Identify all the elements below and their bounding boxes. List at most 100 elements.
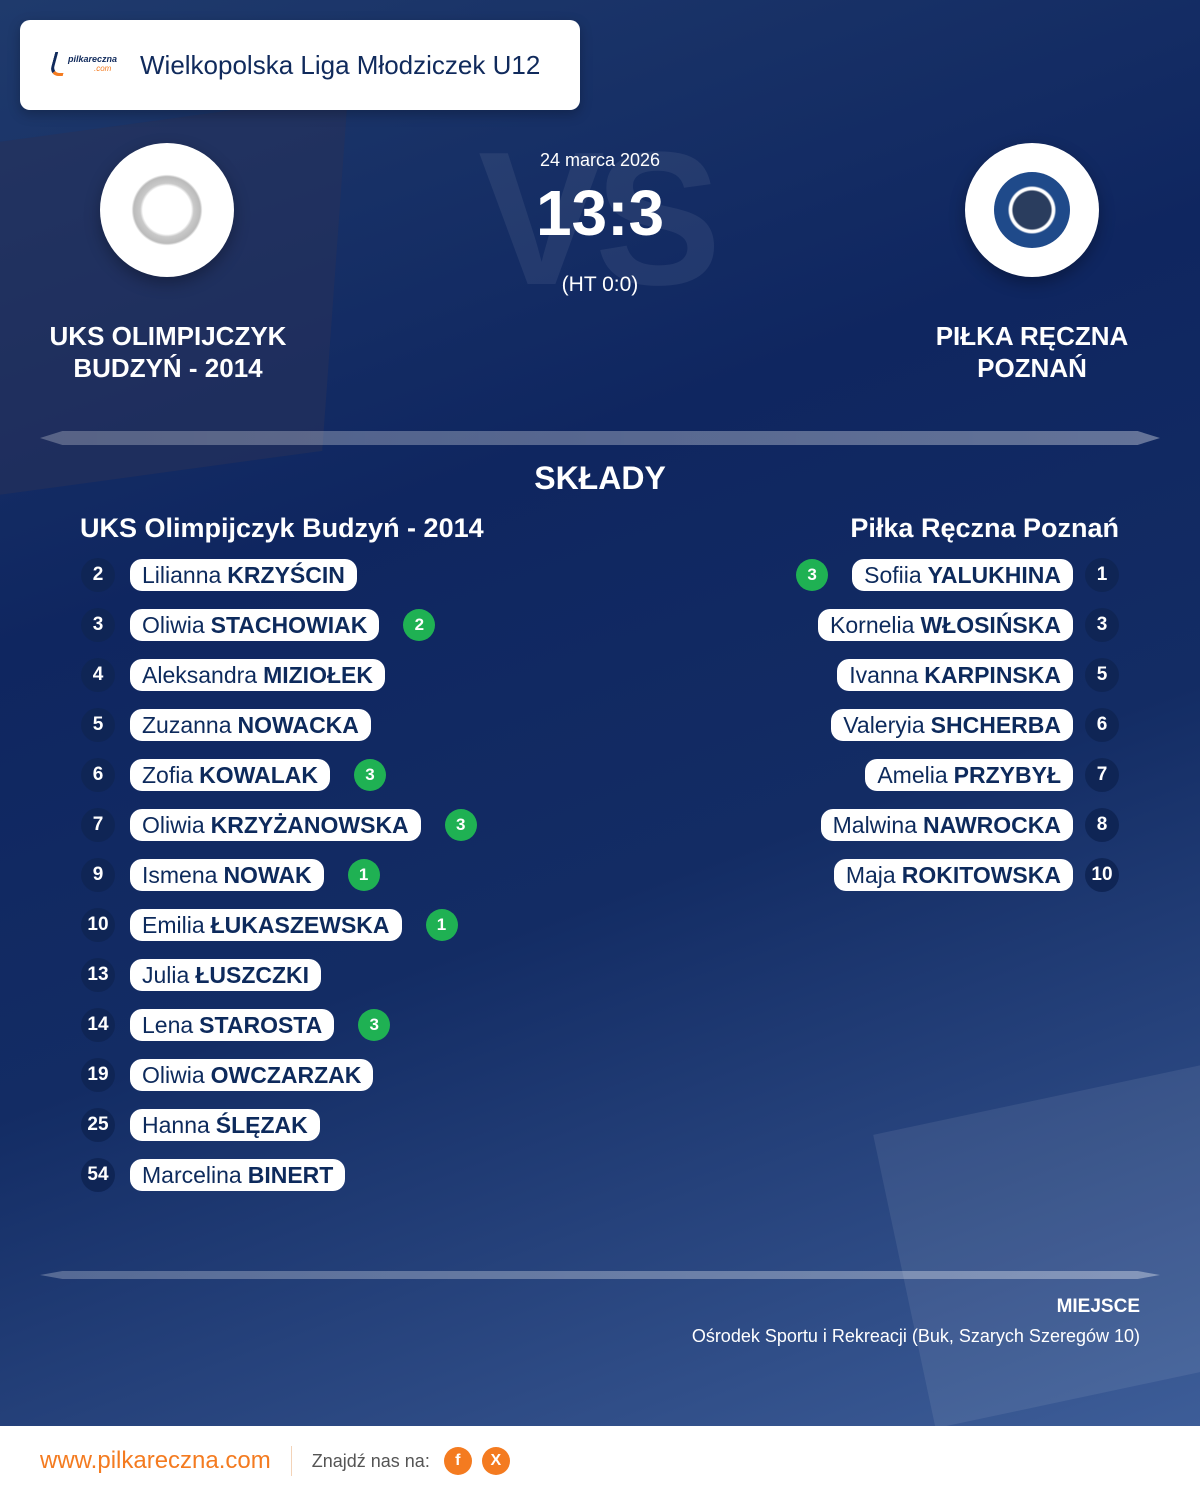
player-row: 14 Lena STAROSTA 3 [81, 1008, 391, 1042]
player-name[interactable]: Ismena NOWAK [130, 859, 324, 891]
player-first-name: Amelia [877, 761, 948, 788]
player-name[interactable]: Malwina NAWROCKA [820, 809, 1073, 841]
player-row: 3 Sofiia YALUKHINA 1 [796, 558, 1119, 592]
facebook-icon[interactable]: f [443, 1447, 472, 1475]
away-team-crest [965, 143, 1099, 277]
player-name[interactable]: Zofia KOWALAK [130, 759, 330, 791]
player-number: 19 [81, 1058, 115, 1092]
player-number: 3 [81, 608, 115, 642]
player-last-name: WŁOSIŃSKA [920, 611, 1061, 638]
goals-badge: 3 [796, 559, 829, 591]
player-row: Ivanna KARPINSKA 5 [837, 658, 1119, 692]
player-name[interactable]: Maja ROKITOWSKA [833, 859, 1073, 891]
player-last-name: ŁUKASZEWSKA [210, 911, 390, 938]
divider [40, 1271, 1160, 1279]
league-header: pilkareczna .com Wielkopolska Liga Młodzi… [20, 20, 580, 110]
player-number: 25 [81, 1108, 115, 1142]
player-number: 5 [1085, 658, 1119, 692]
website-link[interactable]: www.pilkareczna.com [40, 1447, 271, 1474]
goals-badge: 3 [353, 759, 386, 791]
player-number: 14 [81, 1008, 115, 1042]
separator [290, 1446, 292, 1476]
player-first-name: Maja [845, 861, 896, 888]
player-number: 6 [81, 758, 115, 792]
away-team-name: PIŁKA RĘCZNA POZNAŃ [935, 321, 1129, 383]
player-name[interactable]: Ivanna KARPINSKA [837, 659, 1073, 691]
player-name[interactable]: Hanna ŚLĘZAK [130, 1109, 320, 1141]
player-number: 2 [81, 558, 115, 592]
player-last-name: SHCHERBA [930, 711, 1061, 738]
player-last-name: MIZIOŁEK [263, 661, 373, 688]
player-last-name: NAWROCKA [923, 811, 1061, 838]
player-number: 3 [1085, 608, 1119, 642]
player-row: Malwina NAWROCKA 8 [820, 808, 1119, 842]
player-name[interactable]: Emilia ŁUKASZEWSKA [130, 909, 402, 941]
player-name[interactable]: Oliwia OWCZARZAK [130, 1059, 374, 1091]
player-last-name: KOWALAK [199, 761, 318, 788]
player-row: 9 Ismena NOWAK 1 [81, 858, 380, 892]
goals-badge: 1 [425, 909, 458, 941]
player-first-name: Oliwia [142, 611, 205, 638]
player-name[interactable]: Oliwia KRZYŻANOWSKA [130, 809, 421, 841]
player-first-name: Kornelia [830, 611, 915, 638]
match-date: 24 marca 2026 [539, 150, 661, 170]
player-first-name: Emilia [142, 911, 205, 938]
player-row: 5 Zuzanna NOWACKA [81, 708, 371, 742]
match-card: VS pilkareczna .com Wielkopolska Liga Mło… [0, 0, 1200, 1426]
player-last-name: NOWACKA [237, 711, 359, 738]
player-name[interactable]: Sofiia YALUKHINA [852, 559, 1073, 591]
player-last-name: KRZYŻANOWSKA [210, 811, 409, 838]
player-name[interactable]: Aleksandra MIZIOŁEK [130, 659, 385, 691]
player-number: 8 [1085, 808, 1119, 842]
player-first-name: Zuzanna [142, 711, 232, 738]
player-name[interactable]: Oliwia STACHOWIAK [130, 609, 380, 641]
player-first-name: Sofiia [864, 561, 922, 588]
player-first-name: Lilianna [142, 561, 222, 588]
player-name[interactable]: Amelia PRZYBYŁ [865, 759, 1073, 791]
player-number: 4 [81, 658, 115, 692]
player-number: 7 [81, 808, 115, 842]
player-row: 13 Julia ŁUSZCZKI [81, 958, 322, 992]
player-number: 5 [81, 708, 115, 742]
find-us-label: Znajdź nas na: [311, 1450, 430, 1471]
player-number: 10 [1085, 858, 1119, 892]
player-name[interactable]: Valeryia SHCHERBA [831, 709, 1073, 741]
player-name[interactable]: Marcelina BINERT [130, 1159, 346, 1191]
player-name[interactable]: Zuzanna NOWACKA [130, 709, 371, 741]
venue-value: Ośrodek Sportu i Rekreacji (Buk, Szarych… [691, 1326, 1140, 1346]
player-number: 10 [81, 908, 115, 942]
player-row: Valeryia SHCHERBA 6 [831, 708, 1119, 742]
player-last-name: KARPINSKA [924, 661, 1061, 688]
player-row: 25 Hanna ŚLĘZAK [81, 1108, 320, 1142]
player-first-name: Lena [142, 1011, 194, 1038]
player-row: 6 Zofia KOWALAK 3 [81, 758, 386, 792]
player-number: 7 [1085, 758, 1119, 792]
league-title: Wielkopolska Liga Młodziczek U12 [140, 49, 541, 80]
player-last-name: KRZYŚCIN [227, 561, 345, 588]
player-number: 6 [1085, 708, 1119, 742]
player-name[interactable]: Lena STAROSTA [130, 1009, 335, 1041]
player-last-name: NOWAK [223, 861, 312, 888]
player-last-name: STAROSTA [199, 1011, 323, 1038]
player-number: 9 [81, 858, 115, 892]
player-row: Kornelia WŁOSIŃSKA 3 [818, 608, 1119, 642]
player-first-name: Aleksandra [142, 661, 258, 688]
player-last-name: ROKITOWSKA [901, 861, 1061, 888]
player-last-name: BINERT [247, 1161, 334, 1188]
player-number: 13 [81, 958, 115, 992]
player-row: Amelia PRZYBYŁ 7 [865, 758, 1119, 792]
player-name[interactable]: Julia ŁUSZCZKI [130, 959, 322, 991]
away-lineup-title: Piłka Ręczna Poznań [850, 513, 1119, 543]
player-row: 7 Oliwia KRZYŻANOWSKA 3 [81, 808, 477, 842]
pilkareczna-logo[interactable]: pilkareczna .com [48, 50, 122, 80]
player-first-name: Ismena [142, 861, 218, 888]
player-row: 19 Oliwia OWCZARZAK [81, 1058, 374, 1092]
home-team-name: UKS OLIMPIJCZYK BUDZYŃ - 2014 [49, 321, 287, 383]
divider [40, 431, 1160, 445]
x-icon[interactable]: X [481, 1447, 510, 1475]
player-name[interactable]: Lilianna KRZYŚCIN [130, 559, 357, 591]
match-score: 13:3 [535, 177, 665, 249]
player-first-name: Oliwia [142, 1061, 205, 1088]
player-last-name: STACHOWIAK [210, 611, 368, 638]
player-name[interactable]: Kornelia WŁOSIŃSKA [818, 609, 1073, 641]
